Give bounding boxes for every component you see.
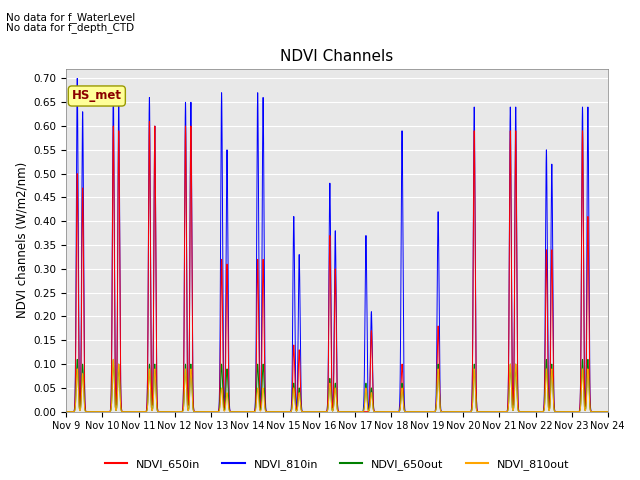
NDVI_810in: [76, 401, 84, 407]
NDVI_810in: [503, 408, 511, 414]
Text: No data for f_depth_CTD: No data for f_depth_CTD: [6, 22, 134, 33]
Line: NDVI_650out: NDVI_650out: [67, 360, 608, 412]
Line: NDVI_650in: NDVI_650in: [67, 121, 608, 412]
Legend: NDVI_650in, NDVI_810in, NDVI_650out, NDVI_810out: NDVI_650in, NDVI_810in, NDVI_650out, NDV…: [100, 455, 574, 475]
NDVI_810out: [249, 409, 257, 415]
NDVI_650out: [249, 409, 257, 415]
Y-axis label: NDVI channels (W/m2/nm): NDVI channels (W/m2/nm): [15, 162, 28, 318]
NDVI_810in: [249, 409, 257, 415]
NDVI_810out: [604, 409, 612, 415]
Text: HS_met: HS_met: [72, 89, 122, 103]
NDVI_650in: [76, 404, 84, 409]
NDVI_810in: [74, 75, 81, 81]
NDVI_810in: [182, 214, 190, 219]
NDVI_810out: [97, 409, 105, 415]
NDVI_650out: [604, 409, 612, 415]
Text: No data for f_WaterLevel: No data for f_WaterLevel: [6, 12, 136, 23]
NDVI_650in: [63, 409, 70, 415]
NDVI_810out: [299, 409, 307, 415]
NDVI_810in: [63, 409, 70, 415]
NDVI_650in: [97, 409, 105, 415]
NDVI_650in: [249, 409, 257, 415]
Title: NDVI Channels: NDVI Channels: [280, 48, 394, 63]
NDVI_810in: [604, 409, 612, 415]
NDVI_650in: [145, 119, 153, 124]
NDVI_650in: [503, 408, 511, 414]
NDVI_650out: [76, 408, 84, 413]
NDVI_650out: [63, 409, 70, 415]
NDVI_810out: [76, 408, 84, 414]
NDVI_650in: [182, 228, 190, 234]
Line: NDVI_810out: NDVI_810out: [67, 360, 608, 412]
NDVI_810out: [182, 382, 190, 387]
NDVI_650out: [97, 409, 105, 415]
NDVI_650in: [299, 409, 307, 415]
NDVI_650out: [503, 409, 511, 415]
NDVI_810in: [299, 409, 307, 415]
NDVI_810in: [97, 409, 105, 415]
NDVI_810out: [63, 409, 70, 415]
Line: NDVI_810in: NDVI_810in: [67, 78, 608, 412]
NDVI_810out: [503, 409, 511, 415]
NDVI_650out: [182, 376, 190, 382]
NDVI_810out: [109, 357, 117, 362]
NDVI_650out: [579, 357, 586, 362]
NDVI_650out: [299, 409, 307, 415]
NDVI_650in: [604, 409, 612, 415]
